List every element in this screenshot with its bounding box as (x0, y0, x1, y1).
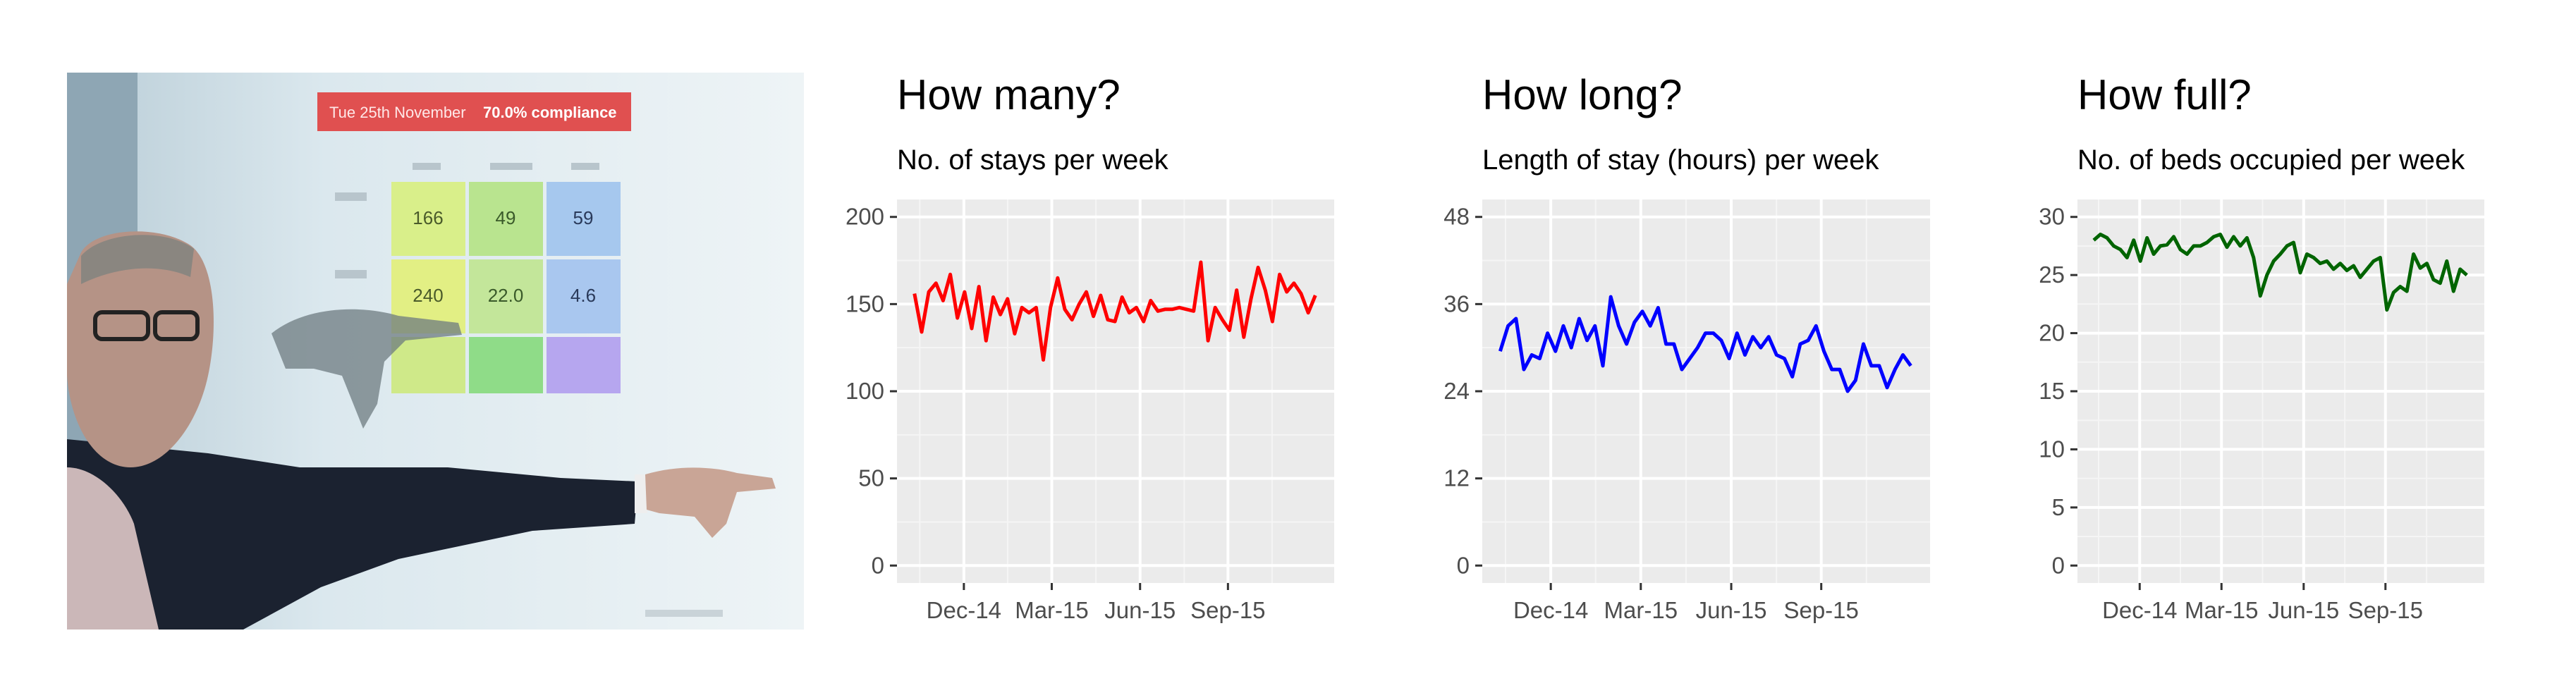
x-tick-label: Sep-15 (1190, 597, 1265, 623)
chart-subtitle: Length of stay (hours) per week (1482, 145, 1880, 176)
slide-col-label (571, 163, 599, 170)
slide-header-highlight: 70.0% compliance (483, 104, 617, 121)
y-tick-label: 100 (846, 378, 884, 404)
presenter-head (67, 231, 214, 467)
slide-cell (391, 182, 465, 256)
y-tick-label: 0 (1457, 552, 1470, 578)
projected-slide: Tue 25th November 70.0% compliance 166 4… (317, 92, 631, 393)
slide-row-label (335, 270, 367, 278)
x-tick-label: Dec-14 (2102, 597, 2177, 623)
y-tick-label: 36 (1443, 290, 1470, 317)
presenter-figure (67, 231, 776, 630)
slide-cell-value: 49 (496, 207, 516, 228)
chart-title: How long? (1482, 71, 1683, 118)
y-tick-label: 25 (2039, 262, 2065, 288)
x-tick-label: Mar-15 (1604, 597, 1678, 623)
slide-cell (547, 259, 621, 333)
slide-cell-value: 240 (413, 285, 443, 306)
slide-cell-value: 4.6 (570, 285, 596, 306)
chart-subtitle: No. of beds occupied per week (2077, 145, 2465, 176)
x-tick-label: Sep-15 (1783, 597, 1858, 623)
slide-cell (469, 182, 543, 256)
slide-cell-value: 166 (413, 207, 443, 228)
chart-how-full-svg: How full? No. of beds occupied per week … (2039, 71, 2484, 623)
pointing-hand (645, 467, 776, 538)
slide-row-label (335, 192, 367, 201)
slide-cell (547, 182, 621, 256)
series-line (1498, 295, 1912, 393)
shirt-cuff (635, 474, 647, 513)
plot-area: 0 12 24 36 48 Dec-14 Mar-15 Jun-15 Sep-15 (1443, 199, 1930, 623)
chart-title: How many? (897, 71, 1121, 118)
x-tick-label: Jun-15 (1104, 597, 1176, 623)
hand-shadow (271, 309, 462, 429)
shirt (67, 467, 159, 630)
y-tick-label: 24 (1443, 378, 1470, 404)
presenter-photo-drawing: Tue 25th November 70.0% compliance 166 4… (67, 73, 804, 630)
slide-cell (469, 259, 543, 333)
presenter-photo: Tue 25th November 70.0% compliance 166 4… (67, 73, 804, 630)
glasses-lens (153, 310, 200, 341)
y-tick-label: 0 (872, 552, 884, 578)
plot-area: 0 5 10 15 20 25 30 Dec-14 Mar-15 Jun-15 Sep-15 (2039, 199, 2484, 623)
y-tick-label: 12 (1443, 465, 1470, 491)
y-tick-label: 5 (2052, 494, 2065, 520)
presenter-hair (81, 235, 194, 284)
plot-area: 0 50 100 150 200 Dec-14 Mar-15 Jun-15 Sep-15 (846, 199, 1334, 623)
slide-header-text: Tue 25th November (329, 104, 466, 121)
chart-how-long: How long? Length of stay (hours) per wee… (1443, 0, 1930, 700)
y-tick-label: 20 (2039, 320, 2065, 346)
y-tick-label: 0 (2052, 552, 2065, 578)
chart-title: How full? (2077, 71, 2252, 118)
y-tick-label: 150 (846, 290, 884, 317)
slide-footer-text (645, 610, 723, 617)
x-tick-label: Dec-14 (927, 597, 1001, 623)
slide-cell (547, 337, 621, 393)
y-tick-label: 15 (2039, 378, 2065, 404)
chart-how-many-svg: How many? No. of stays per week 0 50 100 15… (846, 71, 1334, 623)
chart-how-many: How many? No. of stays per week 0 50 100 15… (846, 0, 1341, 700)
x-tick-label: Sep-15 (2348, 597, 2423, 623)
x-tick-label: Jun-15 (2268, 597, 2339, 623)
y-tick-label: 200 (846, 204, 884, 230)
slide-cell-value: 59 (573, 207, 594, 228)
slide-cell (469, 337, 543, 393)
chart-how-full: How full? No. of beds occupied per week … (2039, 0, 2522, 700)
slide-col-label (490, 163, 532, 170)
slide-cell (391, 337, 465, 393)
series-line (2092, 233, 2468, 312)
slide-cell-value: 22.0 (488, 285, 524, 306)
y-tick-label: 48 (1443, 204, 1470, 230)
y-tick-label: 30 (2039, 204, 2065, 230)
y-tick-label: 10 (2039, 436, 2065, 462)
x-tick-label: Mar-15 (1015, 597, 1089, 623)
chart-subtitle: No. of stays per week (897, 145, 1169, 176)
x-tick-label: Dec-14 (1513, 597, 1588, 623)
slide-col-label (413, 163, 441, 170)
glasses-lens (93, 310, 150, 341)
chart-how-long-svg: How long? Length of stay (hours) per wee… (1443, 71, 1930, 623)
suit-arm (67, 439, 638, 630)
series-line (912, 260, 1317, 362)
slide-header (317, 92, 631, 131)
x-tick-label: Mar-15 (2185, 597, 2259, 623)
y-tick-label: 50 (858, 465, 884, 491)
x-tick-label: Jun-15 (1696, 597, 1767, 623)
